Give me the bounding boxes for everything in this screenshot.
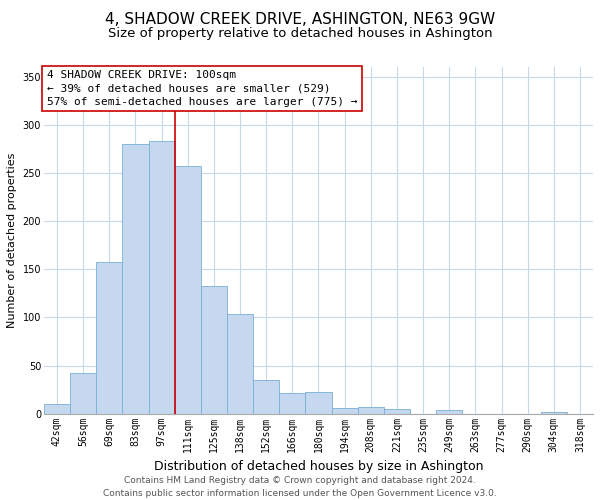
Bar [227,314,253,414]
Bar [253,380,279,414]
Bar [44,404,70,413]
Bar [436,410,463,414]
Bar [201,286,227,414]
Text: 4 SHADOW CREEK DRIVE: 100sqm
← 39% of detached houses are smaller (529)
57% of s: 4 SHADOW CREEK DRIVE: 100sqm ← 39% of de… [47,70,357,107]
Bar [305,392,332,413]
Bar [122,144,149,413]
Bar [70,373,96,414]
Bar [279,392,305,413]
Text: Contains HM Land Registry data © Crown copyright and database right 2024.
Contai: Contains HM Land Registry data © Crown c… [103,476,497,498]
Text: Size of property relative to detached houses in Ashington: Size of property relative to detached ho… [107,28,493,40]
Bar [175,166,201,414]
Bar [332,408,358,414]
X-axis label: Distribution of detached houses by size in Ashington: Distribution of detached houses by size … [154,460,483,473]
Bar [358,407,384,414]
Bar [541,412,567,414]
Text: 4, SHADOW CREEK DRIVE, ASHINGTON, NE63 9GW: 4, SHADOW CREEK DRIVE, ASHINGTON, NE63 9… [105,12,495,28]
Y-axis label: Number of detached properties: Number of detached properties [7,152,17,328]
Bar [384,409,410,414]
Bar [96,262,122,414]
Bar [149,141,175,413]
